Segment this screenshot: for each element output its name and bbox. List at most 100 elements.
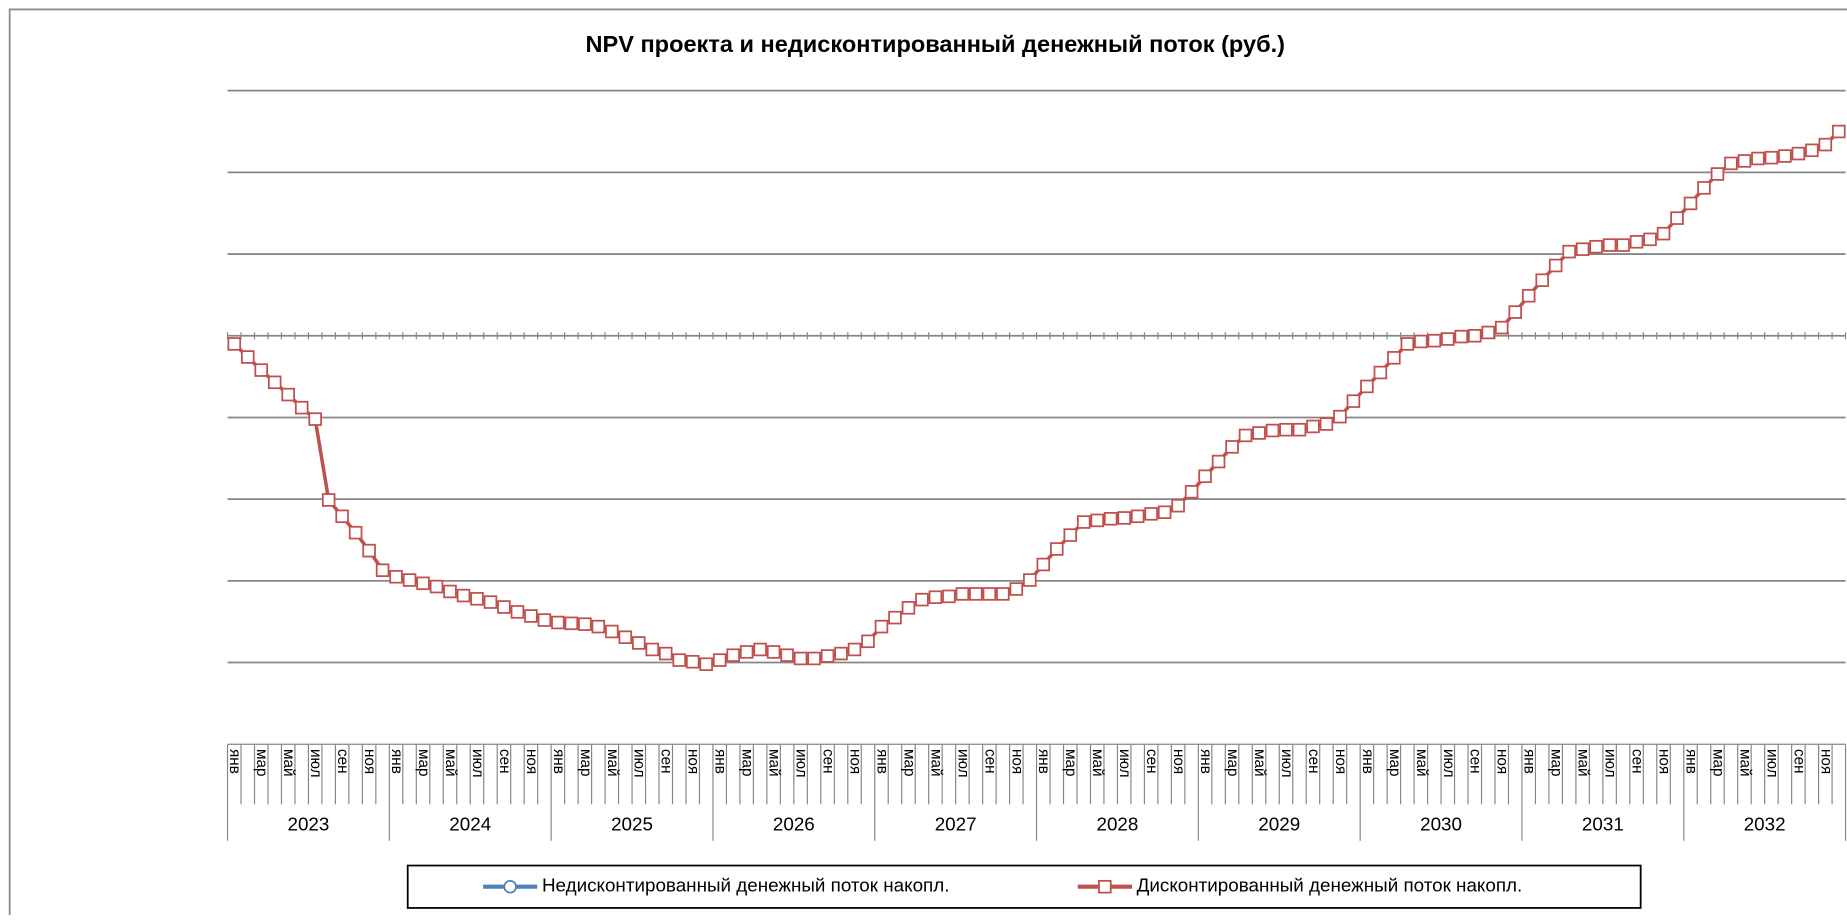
point-marker [820,649,835,663]
x-tick-label: ноя [1332,749,1349,774]
x-tick-label: ноя [1655,749,1672,774]
point-marker [942,589,956,604]
point-marker [335,509,349,524]
point-marker [1373,365,1388,380]
point-marker [1697,181,1711,195]
point-marker [551,615,565,630]
point-marker [672,653,687,667]
x-tick-label: июл [631,749,648,778]
x-tick-label: май [442,749,459,777]
x-tick-label: май [280,749,297,777]
point-marker [861,634,875,649]
point-marker [1198,469,1212,484]
point-marker [308,412,322,426]
x-tick-label: сен [496,749,513,774]
point-marker [1211,454,1226,469]
year-label: 2027 [935,813,977,834]
year-label: 2031 [1582,813,1624,834]
x-tick-label: сен [1305,749,1322,774]
legend-label: Дисконтированный денежный поток накопл. [1137,875,1523,896]
x-tick-label: мар [1386,749,1403,777]
year-label: 2025 [611,813,653,834]
x-tick-label: июл [1278,749,1295,778]
x-tick-label: июл [1602,749,1619,778]
x-tick-label: мар [1224,749,1241,777]
legend-label: Недисконтированный денежный поток накопл… [542,875,950,896]
x-tick-label: июл [1440,749,1457,778]
point-marker [1441,332,1455,346]
point-marker [267,375,282,390]
point-marker [1076,515,1091,529]
point-marker [1225,440,1239,454]
x-tick-label: ноя [523,749,540,774]
x-tick-label: май [1251,749,1268,777]
legend-marker [1098,879,1112,894]
chart-title: NPV проекта и недисконтированный денежны… [586,31,1286,57]
x-tick-label: май [1575,749,1592,777]
point-marker [793,651,808,666]
point-marker [1521,288,1536,303]
point-marker [483,595,498,609]
x-tick-label: янв [1682,749,1699,774]
point-marker [294,400,309,415]
x-tick-label: сен [981,749,998,774]
point-marker [321,493,336,507]
point-marker [1656,226,1671,241]
point-marker [969,587,983,601]
x-tick-label: янв [388,749,405,774]
point-marker [1427,333,1442,348]
point-marker [1103,511,1118,526]
x-tick-label: июл [1116,749,1133,778]
x-tick-label: сен [1143,749,1160,774]
point-marker [1818,137,1833,152]
point-marker [1602,238,1617,252]
point-marker [537,613,552,627]
point-marker [470,592,484,606]
point-marker [1535,273,1549,287]
point-marker [712,653,727,667]
point-marker [658,646,673,661]
point-marker [874,619,889,634]
point-marker [1548,258,1563,273]
x-tick-label: сен [334,749,351,774]
point-marker [915,592,929,607]
point-marker [1737,154,1752,168]
point-marker [1589,239,1603,254]
point-marker [1346,394,1361,408]
point-marker [1009,582,1024,596]
point-marker [847,642,862,657]
year-label: 2030 [1420,813,1462,834]
point-marker [1494,320,1509,335]
x-tick-label: июл [1763,749,1780,778]
point-marker [739,645,754,659]
point-marker [982,587,997,601]
x-tick-label: май [766,749,783,777]
point-marker [1670,211,1684,225]
point-marker [1050,542,1064,556]
legend-box [406,864,1642,909]
point-marker [1629,235,1644,249]
point-marker [1157,505,1172,520]
point-marker [348,525,363,540]
point-marker [497,600,511,614]
x-tick-label: ноя [1170,749,1187,774]
point-marker [1117,511,1131,525]
point-marker [240,350,255,364]
point-marker [1710,167,1725,181]
point-marker [618,630,633,644]
x-tick-label: ноя [1008,749,1025,774]
point-marker [834,646,848,661]
point-marker [928,590,943,604]
x-tick-label: май [927,749,944,777]
point-marker [402,573,417,587]
point-marker [1252,426,1266,440]
x-tick-label: мар [415,749,432,777]
year-label: 2023 [287,813,329,834]
x-tick-label: мар [1548,749,1565,777]
point-marker [1616,238,1630,252]
point-marker [1481,325,1496,340]
point-marker [1036,557,1051,572]
x-tick-label: сен [1467,749,1484,774]
point-marker [1279,422,1293,437]
x-tick-label: сен [658,749,675,774]
